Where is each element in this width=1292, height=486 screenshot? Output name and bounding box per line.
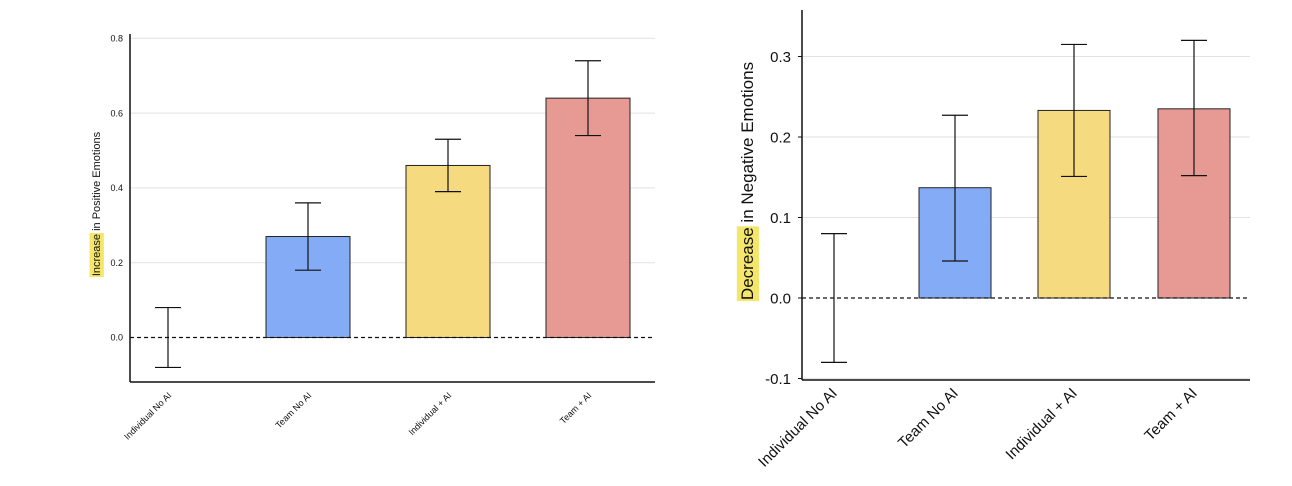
error-bar xyxy=(155,306,181,369)
y-axis-label-text: Increase in Positive Emotions xyxy=(91,131,103,276)
error-bar xyxy=(942,114,968,262)
x-tick-label: Individual No AI xyxy=(122,390,173,441)
y-axis-label: Decrease in Negative Emotions xyxy=(736,62,759,302)
y-tick-label: 0.3 xyxy=(770,49,791,66)
y-tick-label: 0.4 xyxy=(110,183,123,193)
y-axis-label-rest: in Negative Emotions xyxy=(738,62,757,227)
x-tick-label: Individual + AI xyxy=(407,390,454,437)
y-axis-label-highlighted-word: Increase xyxy=(91,234,103,276)
y-axis-label-highlight xyxy=(736,226,759,302)
error-bar xyxy=(1181,39,1207,177)
y-axis-label: Increase in Positive Emotions xyxy=(89,131,104,278)
error-bar xyxy=(575,60,601,137)
chart-panel-2: -0.1 0.0 0.1 0.2 0.3 Individual No AI Team No … xyxy=(736,10,1250,471)
y-tick-label: 0.2 xyxy=(110,258,123,268)
error-bar xyxy=(821,233,847,363)
bar-team-ai xyxy=(545,97,631,338)
y-tick-label: 0.1 xyxy=(770,210,791,227)
x-tick-label: Team No AI xyxy=(895,385,962,452)
y-tick-label: -0.1 xyxy=(765,371,791,388)
x-tick-label: Individual + AI xyxy=(1002,385,1080,463)
y-axis-label-rest: in Positive Emotions xyxy=(91,131,103,234)
chart-panel-1: 0.0 0.2 0.4 0.6 0.8 Individual No AI Team No A… xyxy=(89,33,655,442)
y-tick-label: 0.0 xyxy=(110,333,123,343)
y-tick-label: 0.2 xyxy=(770,129,791,146)
x-tick-label: Team + AI xyxy=(1141,385,1200,444)
y-tick-label: 0.0 xyxy=(770,290,791,307)
error-bar xyxy=(435,138,461,193)
y-tick-label: 0.6 xyxy=(110,108,123,118)
y-tick-label: 0.8 xyxy=(110,33,123,43)
x-tick-label: Team No AI xyxy=(273,390,313,430)
x-tick-label: Team + AI xyxy=(558,390,594,426)
y-axis-label-highlighted-word: Decrease xyxy=(738,227,757,300)
y-axis-label-highlight xyxy=(89,232,104,278)
error-bar xyxy=(1061,43,1087,178)
y-axis-label-text: Decrease in Negative Emotions xyxy=(738,62,757,300)
x-tick-label: Individual No AI xyxy=(755,385,841,471)
error-bar xyxy=(295,202,321,271)
